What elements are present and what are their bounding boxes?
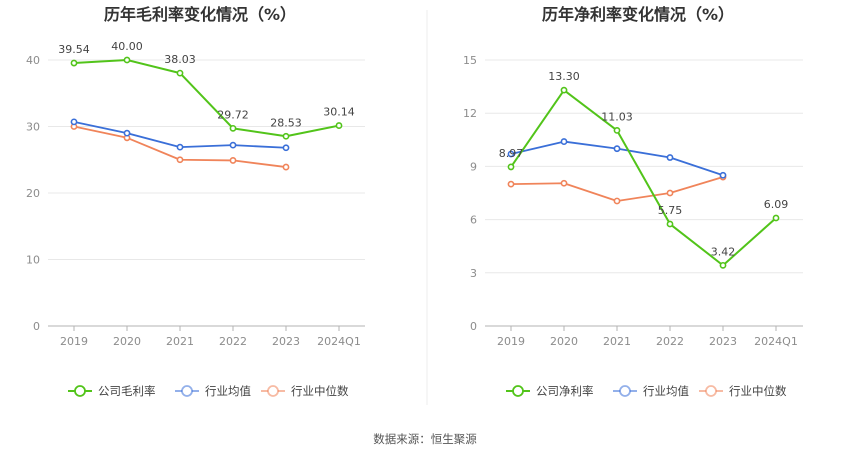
x-tick-label: 2020 [550,335,578,348]
data-label: 8.97 [499,147,524,160]
data-point-company [335,122,343,129]
y-tick-label: 15 [463,54,477,67]
legend-label: 行业均值 [205,384,251,398]
data-label: 39.54 [58,43,90,56]
data-label: 30.14 [323,106,355,119]
legend-label: 行业中位数 [291,384,349,398]
x-tick-label: 2022 [219,335,247,348]
legend-item-average[interactable]: 行业均值 [175,384,251,398]
x-tick-label: 2019 [60,335,88,348]
series-line-median [510,176,724,202]
data-point-company [176,69,184,77]
legend: 公司净利率 行业均值 行业中位数 [506,384,787,398]
y-tick-label: 10 [26,254,40,267]
data-point-average [123,129,131,137]
legend-marker [74,385,86,397]
data-point-average [560,138,568,145]
chart-title: 历年毛利率变化情况（%） [104,5,296,24]
legend-item-average[interactable]: 行业均值 [613,384,689,398]
series-line-company [510,89,777,267]
y-tick-label: 20 [26,187,40,200]
y-tick-label: 6 [470,214,477,227]
data-point-average [666,154,674,161]
x-tick-label: 2022 [656,335,684,348]
data-point-company [229,124,237,132]
x-tick-label: 2024Q1 [317,335,361,348]
data-point-company [719,261,727,269]
data-point-median [229,157,237,164]
x-tick-label: 2021 [603,335,631,348]
legend-item-median[interactable]: 行业中位数 [699,384,787,398]
y-tick-label: 3 [470,267,477,280]
data-point-average [613,145,621,153]
legend-marker [512,385,524,397]
x-tick-label: 2021 [166,335,194,348]
source-text: 数据来源：恒生聚源 [373,432,477,446]
data-point-company [507,163,515,171]
data-point-average [507,150,515,158]
data-point-company [560,86,568,94]
data-point-average [229,141,237,149]
y-tick-label: 9 [470,160,477,173]
data-point-median [507,180,515,188]
data-point-company [613,127,621,134]
chart-title: 历年净利率变化情况（%） [542,5,734,24]
x-tick-label: 2024Q1 [754,335,798,348]
y-tick-label: 0 [470,320,477,333]
data-label: 3.42 [711,245,736,258]
data-point-company [666,220,674,228]
legend-marker [267,385,279,397]
legend-item-median[interactable]: 行业中位数 [261,384,349,398]
legend-label: 公司净利率 [536,384,594,398]
data-label: 40.00 [111,40,143,53]
data-label: 28.53 [270,116,302,129]
y-tick-label: 40 [26,54,40,67]
chart-panel-1: 历年毛利率变化情况（%） 0 10 20 30 40 2019 2020 2021 2022 202… [26,5,365,398]
data-label: 38.03 [164,53,196,66]
legend-marker [619,385,631,397]
data-point-median [176,156,184,164]
data-point-average [176,143,184,151]
data-label: 6.09 [764,198,789,211]
x-tick-label: 2023 [272,335,300,348]
legend-item-company[interactable]: 公司毛利率 [68,384,156,398]
data-point-median [282,163,290,171]
data-label: 11.03 [601,110,633,123]
x-tick-label: 2020 [113,335,141,348]
data-label: 29.72 [217,108,249,121]
data-point-average [70,118,78,126]
y-tick-label: 30 [26,121,40,134]
legend-marker [705,385,717,397]
data-label: 5.75 [658,204,683,217]
data-point-company [123,56,131,64]
legend-item-company[interactable]: 公司净利率 [506,384,594,398]
x-tick-label: 2019 [497,335,525,348]
data-point-median [666,189,674,197]
data-point-median [560,179,568,187]
legend-label: 行业均值 [643,384,689,398]
y-tick-label: 12 [463,107,477,120]
series-line-company [73,59,340,138]
legend-label: 公司毛利率 [98,384,156,398]
y-tick-label: 0 [33,320,40,333]
legend-label: 行业中位数 [729,384,787,398]
legend-marker [181,385,193,397]
data-point-average [719,171,727,179]
x-tick-label: 2023 [709,335,737,348]
legend: 公司毛利率 行业均值 行业中位数 [68,384,349,398]
data-point-company [70,59,78,67]
data-label: 13.30 [548,70,580,83]
data-point-median [613,197,621,205]
data-point-company [772,214,780,222]
chart-panel-2: 历年净利率变化情况（%） 0 3 6 9 12 15 2019 2020 2021 2022 2023… [463,5,803,398]
data-point-company [282,132,290,140]
data-point-average [282,144,290,152]
